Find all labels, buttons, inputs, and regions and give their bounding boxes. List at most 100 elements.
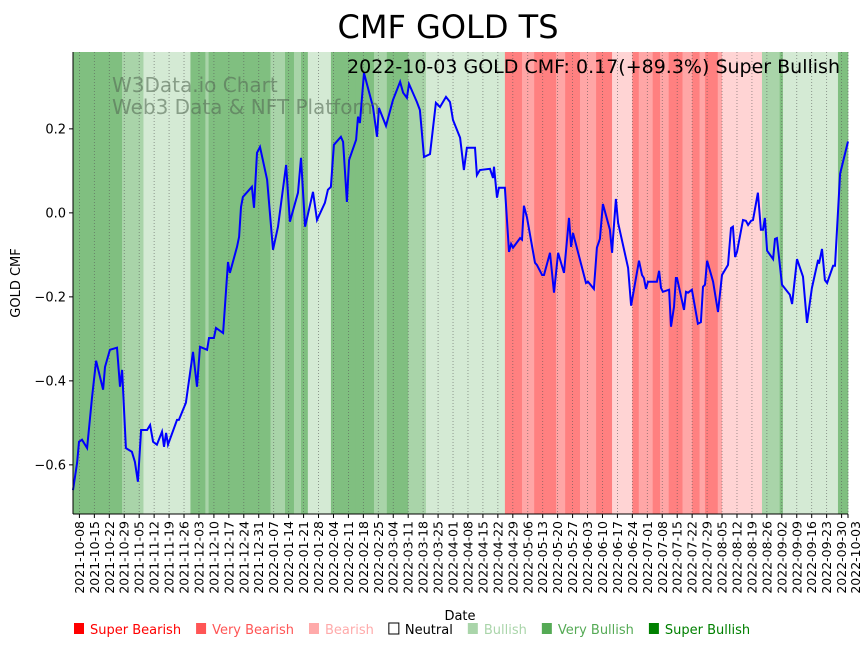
band-very-bullish [205,52,209,514]
legend-label: Bearish [325,623,374,638]
legend-item-super-bullish: Super Bullish [648,623,750,638]
y-tick-label: −0.4 [34,374,66,389]
x-axis-label: Date [444,609,475,624]
x-tick-label: 2021-12-03 [191,521,206,594]
x-tick-label: 2022-01-14 [281,521,296,594]
legend-swatch [74,623,84,634]
y-tick-label: 0.2 [45,122,66,137]
watermark-line-2: Web3 Data & NFT Platform [112,95,380,119]
x-tick-label: 2022-04-01 [446,521,461,594]
x-tick-label: 2021-10-29 [117,521,132,594]
x-tick-label: 2022-02-11 [341,521,356,594]
legend-label: Super Bullish [665,623,750,638]
x-tick-label: 2022-01-21 [296,521,311,594]
band-super-bearish [704,52,719,514]
band-very-bearish [660,52,669,514]
x-tick-label: 2022-07-01 [640,521,655,594]
x-tick-label: 2022-05-13 [535,521,550,594]
band-bullish [425,52,506,514]
legend-label: Very Bullish [558,623,634,638]
latest-value-annotation: 2022-10-03 GOLD CMF: 0.17(+89.3%) Super … [347,56,840,78]
x-tick-label: 2022-04-08 [460,521,475,594]
band-very-bullish [761,52,780,514]
x-tick-label: 2021-11-19 [162,521,177,594]
x-tick-label: 2022-09-30 [834,521,849,594]
legend-swatch [308,623,319,634]
regime-bands [73,52,849,514]
band-very-bearish [521,52,535,514]
x-tick-label: 2022-02-18 [356,521,371,594]
x-tick-label: 2022-04-15 [475,521,490,594]
x-tick-label: 2022-02-25 [371,521,386,594]
legend-label: Bullish [484,623,527,638]
x-tick-label: 2022-05-27 [565,521,580,594]
band-super-bullish [386,52,409,514]
x-tick-label: 2022-03-11 [401,521,416,594]
x-tick-label: 2022-04-29 [505,521,520,594]
chart-title: CMF GOLD TS [337,8,558,46]
legend-swatch [467,623,478,634]
x-tick-label: 2022-09-02 [774,521,789,594]
band-super-bullish [330,52,357,514]
band-super-bullish [837,52,849,514]
band-super-bullish [73,52,123,514]
x-tick-label: 2022-04-22 [490,521,505,594]
x-tick-label: 2021-12-17 [221,521,236,594]
x-tick-label: 2022-01-07 [266,521,281,594]
band-super-bullish [301,52,309,514]
legend-item-bullish: Bullish [467,623,527,638]
band-very-bearish [717,52,723,514]
x-gridlines [79,52,849,514]
band-bearish [612,52,633,514]
legend-item-super-bearish: Super Bearish [74,623,181,638]
x-tick-label: 2022-09-23 [819,521,834,594]
x-tick-label: 2022-02-04 [326,521,341,594]
band-super-bearish [652,52,661,514]
x-tick-label: 2021-11-12 [147,521,162,594]
legend-label: Super Bearish [90,623,181,638]
x-tick-label: 2022-09-09 [789,521,804,594]
band-very-bullish [408,52,427,514]
legend-item-bearish: Bearish [308,623,374,638]
x-tick-label: 2022-06-24 [625,521,640,594]
band-very-bearish [556,52,566,514]
x-tick-label: 2022-07-08 [655,521,670,594]
x-tick-label: 2022-03-04 [386,521,401,594]
y-axis-label: GOLD CMF [9,248,24,317]
band-super-bullish [208,52,271,514]
band-very-bearish [682,52,693,514]
x-tick-label: 2022-07-22 [685,521,700,594]
band-very-bullish [122,52,144,514]
x-tick-label: 2022-05-20 [550,521,565,594]
legend-swatch [648,623,659,634]
y-tick-label: −0.6 [34,458,66,473]
x-tick-label: 2022-07-15 [670,521,685,594]
legend-item-very-bullish: Very Bullish [541,623,634,638]
x-tick-label: 2021-12-31 [251,521,266,594]
legend-item-very-bearish: Very Bearish [196,623,294,638]
band-very-bullish [293,52,302,514]
legend-label: Very Bearish [212,623,294,638]
legend-swatch [541,623,552,634]
y-ticks: 0.2 0.0 −0.2 −0.4 −0.6 [34,122,73,473]
band-super-bearish [692,52,700,514]
x-tick-label: 2021-10-15 [87,521,102,594]
x-tick-label: 2022-09-16 [804,521,819,594]
x-tick-label: 2022-03-18 [416,521,431,594]
legend: Super Bearish Very Bearish Bearish Neutral B… [74,622,750,638]
x-tick-label: 2021-11-26 [177,521,192,594]
x-tick-label: 2022-01-28 [311,521,326,594]
y-tick-label: −0.2 [34,290,66,305]
x-tick-label: 2022-07-29 [700,521,715,594]
x-tick-label: 2022-08-19 [744,521,759,594]
x-tick-label: 2022-03-25 [431,521,446,594]
legend-item-neutral: Neutral [388,622,453,638]
x-tick-label: 2022-08-12 [729,521,744,594]
x-tick-label: 2021-10-22 [102,521,117,594]
x-tick-label: 2022-08-26 [759,521,774,594]
band-super-bearish [596,52,613,514]
x-tick-label: 2022-08-05 [715,521,730,594]
x-tick-label: 2022-06-03 [580,521,595,594]
legend-label: Neutral [405,623,453,638]
